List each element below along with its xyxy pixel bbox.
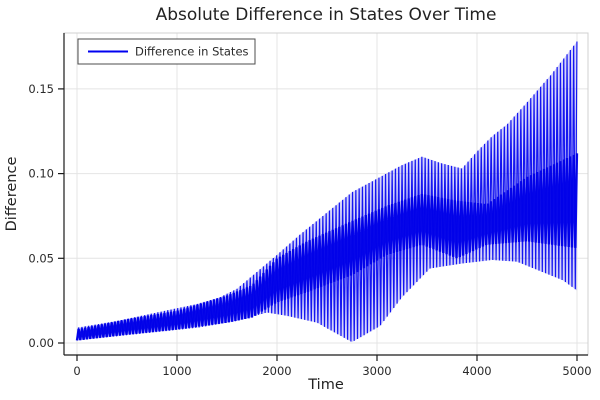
x-tick-label: 4000 bbox=[462, 364, 491, 378]
legend: Difference in States bbox=[77, 38, 256, 65]
x-tick-label: 5000 bbox=[562, 364, 591, 378]
y-tick-label: 0.10 bbox=[28, 167, 54, 181]
y-tick-label: 0.15 bbox=[28, 82, 54, 96]
series-difference-in-states bbox=[75, 41, 579, 343]
axis-ticks: 0 1000 2000 3000 4000 5000 0.00 0.05 0.10 0.15 bbox=[28, 82, 591, 378]
x-axis-label: Time bbox=[307, 377, 344, 393]
legend-entry-label: Difference in States bbox=[135, 45, 249, 59]
y-axis-label: Difference bbox=[4, 157, 20, 232]
chart-title: Absolute Difference in States Over Time bbox=[156, 5, 497, 25]
y-tick-label: 0.00 bbox=[28, 336, 54, 350]
x-tick-label: 3000 bbox=[362, 364, 391, 378]
series-line-core bbox=[75, 153, 579, 341]
x-tick-label: 1000 bbox=[162, 364, 191, 378]
x-tick-label: 0 bbox=[73, 364, 80, 378]
series-line-oscillation bbox=[76, 41, 578, 342]
y-tick-label: 0.05 bbox=[28, 251, 54, 265]
x-tick-label: 2000 bbox=[262, 364, 291, 378]
